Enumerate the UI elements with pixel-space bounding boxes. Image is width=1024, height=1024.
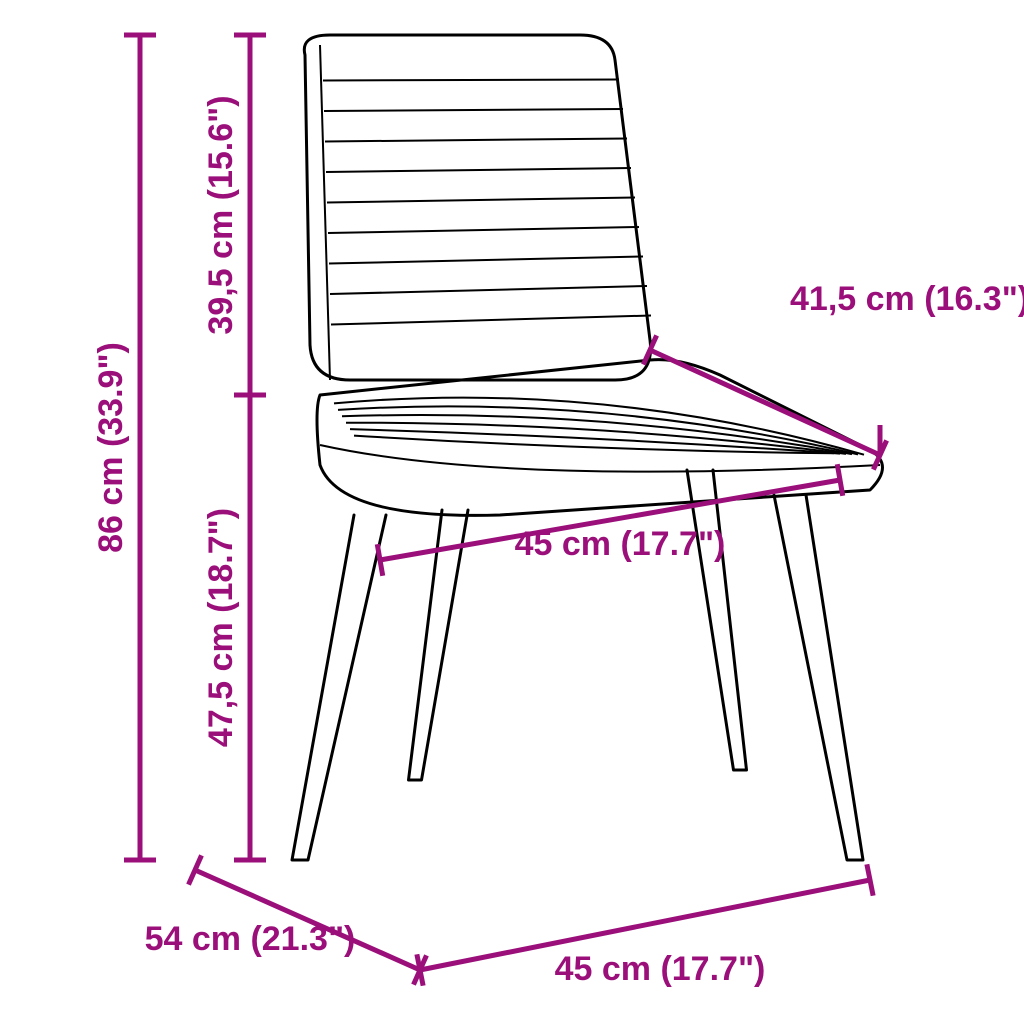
label-overall_depth: 54 cm (21.3") [145, 920, 356, 958]
chair-dimension-diagram: 86 cm (33.9") 39,5 cm (15.6") 47,5 cm (18.… [0, 0, 1024, 1024]
label-seat_height: 47,5 cm (18.7") [202, 508, 240, 747]
label-total_height: 86 cm (33.9") [92, 342, 130, 553]
chair-outline [292, 35, 883, 860]
label-seat_width: 45 cm (17.7") [515, 525, 726, 563]
label-seat_depth: 41,5 cm (16.3") [790, 280, 1024, 318]
label-backrest_height: 39,5 cm (15.6") [202, 95, 240, 334]
label-overall_width: 45 cm (17.7") [555, 950, 766, 988]
